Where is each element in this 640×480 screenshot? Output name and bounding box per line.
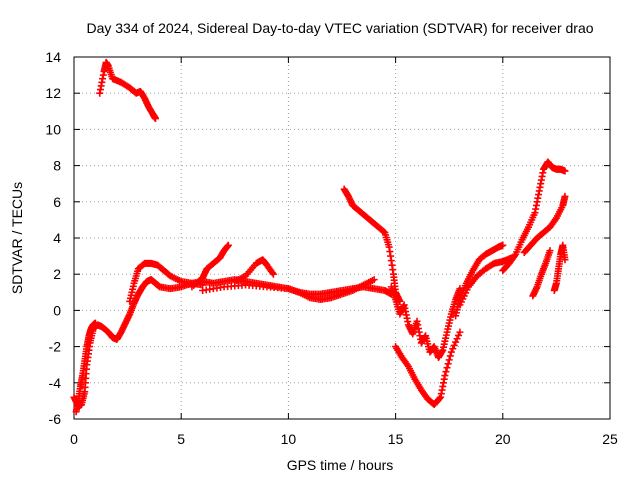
y-axis-label: SDTVAR / TECUs: [9, 182, 25, 294]
x-tick-label: 25: [602, 431, 618, 447]
y-tick-label: -4: [49, 375, 62, 391]
series-trace-afternoon-scatter: [387, 283, 464, 361]
data-marks: [70, 58, 569, 416]
data-point: [551, 216, 559, 224]
data-point: [444, 360, 452, 368]
data-point: [224, 241, 232, 249]
series-trace-early-high: [96, 58, 159, 123]
series-trace-morning-steep: [72, 319, 99, 416]
data-point: [91, 319, 99, 327]
x-tick-label: 10: [281, 431, 297, 447]
data-point: [511, 252, 519, 260]
data-point: [452, 338, 460, 346]
y-tick-label: 8: [53, 158, 61, 174]
series-trace-rise-18to20b: [456, 254, 515, 309]
y-tick-label: 10: [45, 121, 61, 137]
series-trace-bump-6to7: [188, 241, 232, 291]
x-tick-label: 5: [177, 431, 185, 447]
data-point: [436, 394, 444, 402]
y-tick-label: 6: [53, 194, 61, 210]
data-point: [370, 276, 378, 284]
data-point: [499, 241, 507, 249]
data-point: [561, 167, 569, 175]
series-trace-late-drop: [529, 247, 554, 300]
y-tick-label: -6: [49, 411, 62, 427]
data-point: [453, 335, 461, 343]
x-tick-label: 0: [70, 431, 78, 447]
data-point: [268, 269, 276, 277]
data-point: [446, 352, 454, 360]
series-trace-bump-8to9: [231, 256, 277, 285]
y-tick-label: 0: [53, 302, 61, 318]
axis-ticks: 0 5 10 15 20 25 -6 -4 -2 0 2 4 6 8 10 12 14: [45, 49, 618, 447]
series-trace-late-lower: [520, 192, 569, 256]
chart-title: Day 334 of 2024, Sidereal Day-to-day VTE…: [86, 20, 593, 36]
y-tick-label: 14: [45, 49, 61, 65]
data-point: [151, 115, 159, 123]
data-point: [447, 348, 455, 356]
data-point: [441, 372, 449, 380]
y-tick-label: 12: [45, 85, 61, 101]
data-point: [269, 270, 277, 278]
y-tick-label: 4: [53, 230, 61, 246]
data-point: [449, 345, 457, 353]
data-point: [546, 247, 554, 255]
data-point: [456, 328, 464, 336]
y-tick-label: 2: [53, 266, 61, 282]
data-point: [450, 341, 458, 349]
series-trace-mid-lower: [199, 276, 378, 304]
data-point: [454, 331, 462, 339]
x-axis-label: GPS time / hours: [287, 457, 394, 473]
data-point: [445, 356, 453, 364]
y-tick-label: -2: [49, 339, 62, 355]
series-trace-decline-12to15: [340, 185, 404, 305]
series-trace-afternoon-dip: [392, 328, 464, 409]
data-point: [561, 256, 569, 264]
data-point: [443, 364, 451, 372]
x-tick-label: 20: [495, 431, 511, 447]
data-point: [403, 361, 411, 369]
series-trace-late-evening: [499, 158, 569, 275]
data-point: [561, 192, 569, 200]
gridlines: [74, 57, 610, 419]
series-trace-arc-2to4: [126, 259, 207, 305]
series-trace-late-end: [550, 241, 569, 294]
x-tick-label: 15: [388, 431, 404, 447]
data-point: [442, 368, 450, 376]
